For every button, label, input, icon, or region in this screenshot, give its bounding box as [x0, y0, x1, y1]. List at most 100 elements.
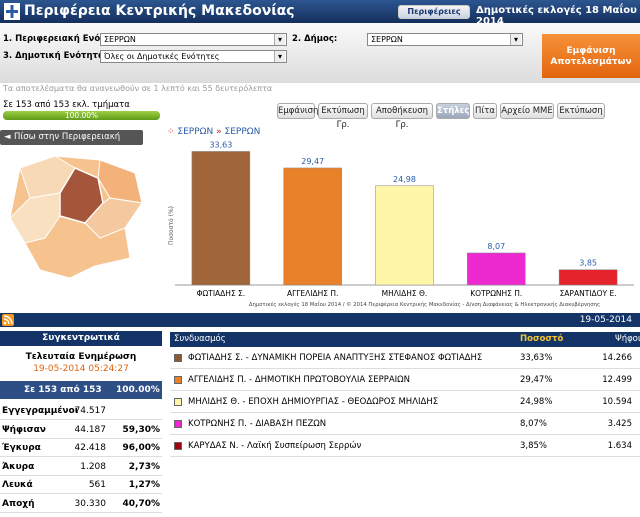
- stat-pct: 96,00%: [122, 443, 161, 453]
- bar: [191, 151, 251, 286]
- bar: [283, 167, 342, 286]
- party: ΦΩΤΙΑΔΗΣ Σ. - ΔΥΝΑΜΙΚΗ ΠΟΡΕΙΑ ΑΝΑΠΤΥΞΗΣ …: [188, 353, 483, 363]
- chart: Ποσοστό (%) 33,63 ΦΩΤΙΑΔΗΣ Σ. 29,47 ΑΓΓΕΛΙΔΗ…: [168, 140, 634, 308]
- percent: 3,85%: [520, 441, 548, 451]
- bar: [467, 252, 526, 286]
- votes: 14.266: [602, 353, 632, 363]
- tab[interactable]: Αποθήκευση Γρ.: [371, 103, 433, 130]
- election-title: Δημοτικές εκλογές 18 Μαΐου 2014: [476, 5, 637, 27]
- map: [9, 155, 143, 279]
- header: Περιφέρεια Κεντρικής Μακεδονίας Περιφέρε…: [0, 0, 640, 27]
- votes: 12.499: [602, 375, 632, 385]
- votes: 1.634: [607, 441, 632, 451]
- stat-label: Λευκά: [2, 480, 33, 490]
- value-label: 33,63: [209, 140, 232, 149]
- th: Ψήφοι: [615, 334, 640, 344]
- x-tick-label: ΜΗΛΙΔΗΣ Θ.: [382, 289, 428, 298]
- back-button[interactable]: ◄ Πίσω στην Περιφερειακή Ενότητα: [0, 130, 143, 157]
- stat-value: 74.517: [74, 406, 107, 416]
- count: Σε 153 από 153: [24, 385, 102, 395]
- value-label: 29,47: [301, 157, 324, 166]
- icon: ⁘: [167, 127, 178, 137]
- swatch: [174, 398, 182, 406]
- table-header: Συνδυασμός Ποσοστό Ψήφοι: [170, 332, 640, 347]
- y-axis-label: Ποσοστό (%): [168, 206, 175, 245]
- table-row: ΚΟΤΡΩΝΗΣ Π. - ΔΙΑΒΑΣΗ ΠΕΖΩΝ 8,07% 3.425: [170, 413, 640, 435]
- regions-button[interactable]: Περιφέρειες: [398, 5, 470, 19]
- show-results-button[interactable]: Εμφάνιση Αποτελεσμάτων: [542, 34, 640, 78]
- title: Περιφέρεια Κεντρικής Μακεδονίας: [24, 3, 295, 19]
- rss-icon[interactable]: [2, 314, 14, 326]
- swatch: [174, 376, 182, 384]
- tab[interactable]: Πίτα: [473, 103, 497, 119]
- update-time: 19-05-2014 05:24:27: [33, 364, 129, 374]
- filters: 1. Περιφερειακή Ενότ.: ΣΕΡΡΩΝ 2. Δήμος: …: [0, 23, 640, 83]
- percent: 33,63%: [520, 353, 553, 363]
- x-tick-label: ΑΓΓΕΛΙΔΗΣ Π.: [287, 289, 339, 298]
- date-bar: 19-05-2014: [0, 313, 640, 327]
- stat-pct: 40,70%: [122, 498, 161, 509]
- arrow-icon: ◄: [4, 132, 11, 142]
- summary-row: Αποχή 30.330 40,70%: [0, 495, 162, 513]
- select[interactable]: Όλες οι Δημοτικές Ενότητες: [100, 50, 287, 63]
- x-tick-label: ΣΑΡΑΝΤΙΔΟΥ Ε.: [560, 289, 617, 298]
- back-label: Πίσω στην Περιφερειακή Ενότητα: [14, 132, 121, 157]
- crumb: ΣΕΡΡΩΝ: [224, 127, 261, 137]
- tab[interactable]: Στήλες: [436, 103, 470, 119]
- value-label: 8,07: [487, 242, 505, 251]
- tab[interactable]: Εκτύπωση: [557, 103, 605, 119]
- table-row: ΑΓΓΕΛΙΔΗΣ Π. - ΔΗΜΟΤΙΚΗ ΠΡΩΤΟΒΟΥΛΙΑ ΣΕΡΡ…: [170, 369, 640, 391]
- party: ΜΗΛΙΔΗΣ Θ. - ΕΠΟΧΗ ΔΗΜΙΟΥΡΓΙΑΣ - ΘΕΟΔΩΡΟ…: [188, 397, 439, 407]
- logo: [4, 3, 20, 20]
- tab[interactable]: Εμφάνιση: [277, 103, 318, 119]
- progress-track: 100.00%: [3, 111, 160, 120]
- stat-pct: 1,27%: [128, 480, 160, 490]
- stat-label: Ψήφισαν: [2, 424, 46, 435]
- separator: »: [216, 127, 222, 137]
- label: 3. Δημοτική Ενότητα:: [3, 51, 108, 61]
- update-label: Τελευταία Ενημέρωση: [25, 352, 137, 362]
- bar: [375, 185, 434, 286]
- swatch: [174, 420, 182, 428]
- select[interactable]: ΣΕΡΡΩΝ: [367, 33, 523, 46]
- party: ΚΑΡΥΔΑΣ Ν. - Λαϊκή Συσπείρωση Σερρών: [188, 441, 362, 451]
- refresh-note: Τα αποτελέσματα θα ανανεωθούν σε 1 λεπτό…: [3, 84, 273, 93]
- stat-label: Έγκυρα: [2, 443, 41, 453]
- stat-value: 1.208: [80, 461, 106, 472]
- swatch: [174, 442, 182, 450]
- progress-fill: [3, 111, 160, 120]
- bar: [558, 269, 618, 286]
- summary-row: Λευκά 561 1,27%: [0, 476, 162, 494]
- x-tick-label: ΚΟΤΡΩΝΗΣ Π.: [470, 289, 522, 298]
- progress-label: Σε 153 από 153 εκλ. τμήματα: [3, 100, 130, 110]
- summary-row: Ψήφισαν 44.187 59,30%: [0, 421, 162, 439]
- breadcrumb: ⁘ ΣΕΡΡΩΝ » ΣΕΡΡΩΝ: [167, 127, 260, 137]
- party: ΑΓΓΕΛΙΔΗΣ Π. - ΔΗΜΟΤΙΚΗ ΠΡΩΤΟΒΟΥΛΙΑ ΣΕΡΡ…: [188, 375, 411, 385]
- summary-row: Άκυρα 1.208 2,73%: [0, 458, 162, 476]
- stat-pct: 2,73%: [128, 461, 160, 472]
- x-tick-label: ΦΩΤΙΑΔΗΣ Σ.: [197, 289, 246, 298]
- tab[interactable]: Αρχείο ΜΜΕ: [500, 103, 554, 119]
- chart-footer: Δημοτικές εκλογές 18 Μαΐου 2014 / © 2014…: [249, 300, 600, 308]
- progress-value: 100.00%: [64, 111, 99, 120]
- value-label: 24,98: [393, 175, 416, 184]
- label: 2. Δήμος:: [292, 34, 338, 44]
- th: Συνδυασμός: [174, 334, 226, 344]
- table-row: ΦΩΤΙΑΔΗΣ Σ. - ΔΥΝΑΜΙΚΗ ΠΟΡΕΙΑ ΑΝΑΠΤΥΞΗΣ …: [170, 347, 640, 369]
- stat-pct: 59,30%: [122, 424, 161, 435]
- select[interactable]: ΣΕΡΡΩΝ: [100, 33, 287, 46]
- summary-title: Συγκεντρωτικά: [0, 331, 162, 346]
- stat-value: 30.330: [74, 498, 107, 509]
- percent: 29,47%: [520, 375, 553, 385]
- count-pct: 100.00%: [116, 385, 160, 395]
- tab[interactable]: Εκτύπωση Γρ.: [318, 103, 368, 130]
- stat-label: Άκυρα: [2, 461, 35, 472]
- label: 1. Περιφερειακή Ενότ.:: [3, 34, 113, 44]
- percent: 8,07%: [520, 419, 548, 429]
- table-row: ΚΑΡΥΔΑΣ Ν. - Λαϊκή Συσπείρωση Σερρών 3,85…: [170, 435, 640, 457]
- swatch: [174, 354, 182, 362]
- table-row: ΜΗΛΙΔΗΣ Θ. - ΕΠΟΧΗ ΔΗΜΙΟΥΡΓΙΑΣ - ΘΕΟΔΩΡΟ…: [170, 391, 640, 413]
- stat-value: 44.187: [74, 424, 107, 435]
- th[interactable]: Ποσοστό: [520, 334, 564, 344]
